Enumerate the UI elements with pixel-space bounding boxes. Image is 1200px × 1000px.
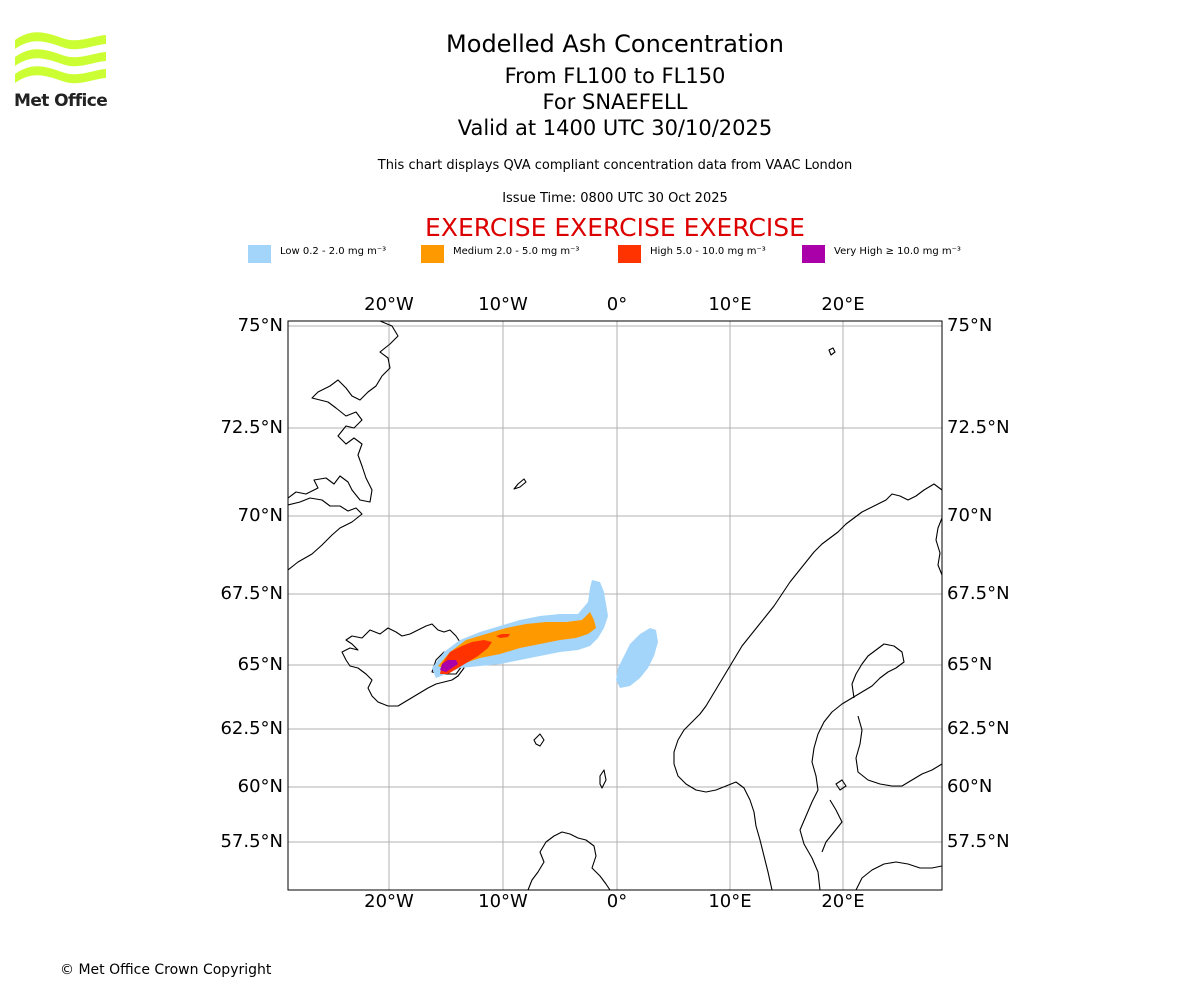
lat-tick-right-57-5n: 57.5°N bbox=[947, 831, 1010, 852]
legend-swatch-low bbox=[248, 245, 271, 263]
lon-tick-bottom-20e: 20°E bbox=[821, 891, 865, 912]
lon-tick-bottom-10w: 10°W bbox=[478, 891, 528, 912]
flight-level-range: From FL100 to FL150 bbox=[504, 64, 726, 88]
jan-mayen-coast bbox=[513, 478, 527, 490]
scandinavia-coast bbox=[673, 483, 942, 890]
ash-low-offshoot bbox=[616, 628, 658, 688]
lat-tick-left-62-5n: 62.5°N bbox=[220, 718, 283, 739]
lon-tick-top-10w: 10°W bbox=[478, 294, 528, 315]
lat-tick-left-75n: 75°N bbox=[237, 315, 283, 336]
volcano-name: For SNAEFELL bbox=[542, 90, 688, 114]
issue-time: Issue Time: 0800 UTC 30 Oct 2025 bbox=[502, 191, 728, 206]
met-office-logo bbox=[15, 32, 106, 84]
legend-swatch-very-high bbox=[802, 245, 825, 263]
map-frame bbox=[287, 320, 943, 891]
greenland-coast bbox=[288, 321, 399, 571]
lon-tick-bottom-20w: 20°W bbox=[364, 891, 414, 912]
exercise-banner: EXERCISE EXERCISE EXERCISE bbox=[425, 213, 805, 242]
legend-swatch-medium bbox=[421, 245, 444, 263]
legend-swatch-high bbox=[618, 245, 641, 263]
copyright-notice: © Met Office Crown Copyright bbox=[60, 962, 272, 978]
gridlines bbox=[288, 321, 942, 890]
sweden-finland-coast bbox=[799, 643, 942, 890]
chart-title: Modelled Ash Concentration bbox=[446, 30, 784, 58]
lat-tick-left-65n: 65°N bbox=[237, 654, 283, 675]
lon-tick-top-20w: 20°W bbox=[364, 294, 414, 315]
legend: Low 0.2 - 2.0 mg m⁻³ Medium 2.0 - 5.0 mg… bbox=[0, 244, 1200, 264]
ash-very-high bbox=[440, 660, 458, 672]
lat-tick-left-60n: 60°N bbox=[237, 776, 283, 797]
legend-label-high: High 5.0 - 10.0 mg m⁻³ bbox=[650, 246, 766, 257]
lon-tick-top-20e: 20°E bbox=[821, 294, 865, 315]
legend-label-very-high: Very High ≥ 10.0 mg m⁻³ bbox=[834, 246, 961, 257]
lat-tick-right-65n: 65°N bbox=[947, 654, 993, 675]
bjornoya-coast bbox=[828, 347, 836, 356]
lat-tick-right-70n: 70°N bbox=[947, 505, 993, 526]
ash-high-fragment bbox=[496, 634, 510, 638]
valid-time: Valid at 1400 UTC 30/10/2025 bbox=[457, 116, 773, 140]
lat-tick-right-75n: 75°N bbox=[947, 315, 993, 336]
faroe-coast bbox=[533, 733, 545, 747]
baltic-coast bbox=[821, 799, 942, 890]
logo-text: Met Office bbox=[14, 91, 108, 111]
chart-description: This chart displays QVA compliant concen… bbox=[377, 158, 853, 173]
coastlines bbox=[288, 321, 942, 890]
lat-tick-left-67-5n: 67.5°N bbox=[220, 583, 283, 604]
gotland-coast bbox=[835, 779, 847, 791]
lat-tick-right-62-5n: 62.5°N bbox=[947, 718, 1010, 739]
lat-tick-right-60n: 60°N bbox=[947, 776, 993, 797]
ash-plume bbox=[432, 580, 658, 688]
lat-tick-left-70n: 70°N bbox=[237, 505, 283, 526]
legend-label-low: Low 0.2 - 2.0 mg m⁻³ bbox=[280, 246, 387, 257]
legend-label-medium: Medium 2.0 - 5.0 mg m⁻³ bbox=[453, 246, 580, 257]
logo-wave-3 bbox=[15, 66, 106, 84]
lon-tick-bottom-10e: 10°E bbox=[708, 891, 752, 912]
logo-wave-2 bbox=[15, 49, 106, 67]
lat-tick-right-67-5n: 67.5°N bbox=[947, 583, 1010, 604]
lat-tick-left-57-5n: 57.5°N bbox=[220, 831, 283, 852]
lat-tick-left-72-5n: 72.5°N bbox=[220, 417, 283, 438]
lon-tick-top-10e: 10°E bbox=[708, 294, 752, 315]
shetland-coast bbox=[599, 769, 607, 789]
lon-tick-top-0: 0° bbox=[606, 294, 628, 315]
lat-tick-right-72-5n: 72.5°N bbox=[947, 417, 1010, 438]
logo-wave-1 bbox=[15, 32, 106, 50]
scotland-coast bbox=[527, 831, 611, 890]
lon-tick-bottom-0: 0° bbox=[606, 891, 628, 912]
